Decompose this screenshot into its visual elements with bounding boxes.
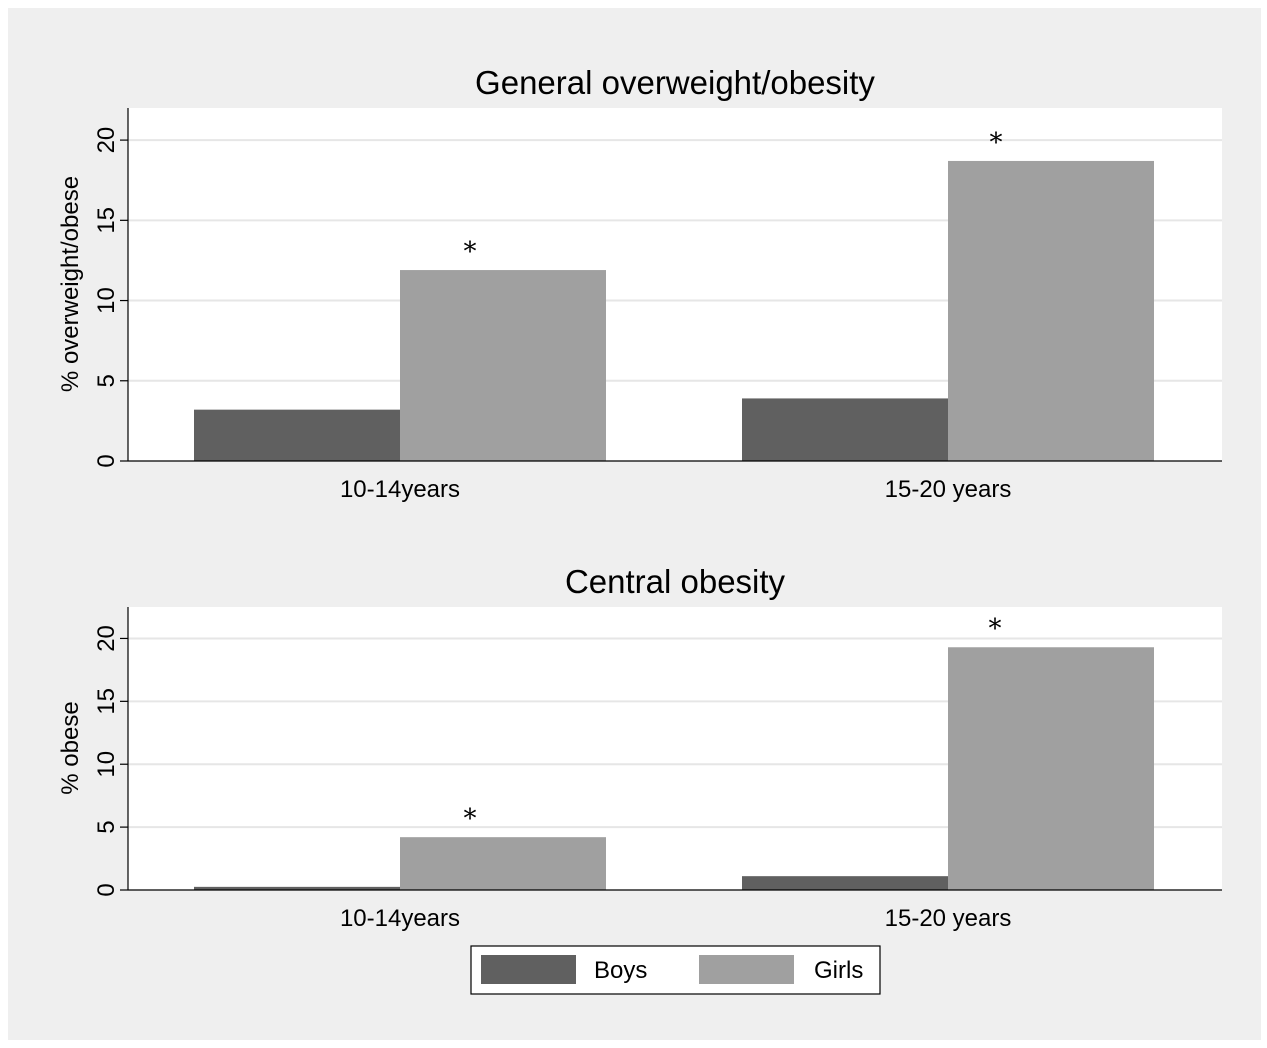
y-axis-label: % overweight/obese	[57, 176, 84, 392]
significance-marker: *	[990, 128, 1003, 158]
y-tick-label: 10	[93, 751, 120, 778]
x-tick-label: 10-14years	[340, 905, 460, 932]
y-tick-label: 20	[93, 625, 120, 652]
bar-boys	[742, 398, 948, 461]
bar-girls	[400, 270, 606, 461]
figure-background: * * 0 5 10 15 20 10-14years 15-20 years Genera…	[8, 8, 1261, 1040]
bar-girls	[948, 647, 1154, 890]
y-tick-label: 5	[93, 820, 120, 833]
bar-boys	[742, 876, 948, 890]
bar-girls	[400, 837, 606, 890]
y-tick-label: 15	[93, 688, 120, 715]
y-tick-label: 20	[93, 127, 120, 154]
panel-general-overweight: * * 0 5 10 15 20 10-14years 15-20 years Genera…	[57, 64, 1222, 503]
y-axis-label: % obese	[57, 701, 84, 794]
chart-figure: * * 0 5 10 15 20 10-14years 15-20 years Genera…	[57, 64, 1222, 995]
y-tick-label: 0	[93, 883, 120, 896]
bar-boys	[194, 886, 400, 890]
y-tick-label: 0	[93, 454, 120, 467]
legend-label-boys: Boys	[594, 957, 647, 984]
legend-swatch-girls	[699, 955, 794, 984]
bar-girls	[948, 160, 1154, 461]
significance-marker: *	[464, 237, 477, 267]
bar-boys	[194, 409, 400, 461]
y-tick-label: 15	[93, 207, 120, 234]
significance-marker: *	[464, 804, 477, 834]
chart-title: Central obesity	[565, 563, 786, 600]
y-tick-label: 5	[93, 374, 120, 387]
x-tick-label: 15-20 years	[885, 905, 1012, 932]
significance-marker: *	[989, 614, 1002, 644]
x-tick-label: 10-14years	[340, 476, 460, 503]
legend: Boys Girls	[470, 945, 881, 995]
legend-label-girls: Girls	[814, 957, 863, 984]
chart-title: General overweight/obesity	[475, 64, 875, 101]
y-tick-label: 10	[93, 287, 120, 314]
panel-central-obesity: * * 0 5 10 15 20 10-14years 15-20 years Centra…	[57, 563, 1222, 932]
x-tick-label: 15-20 years	[885, 476, 1012, 503]
legend-swatch-boys	[481, 955, 576, 984]
